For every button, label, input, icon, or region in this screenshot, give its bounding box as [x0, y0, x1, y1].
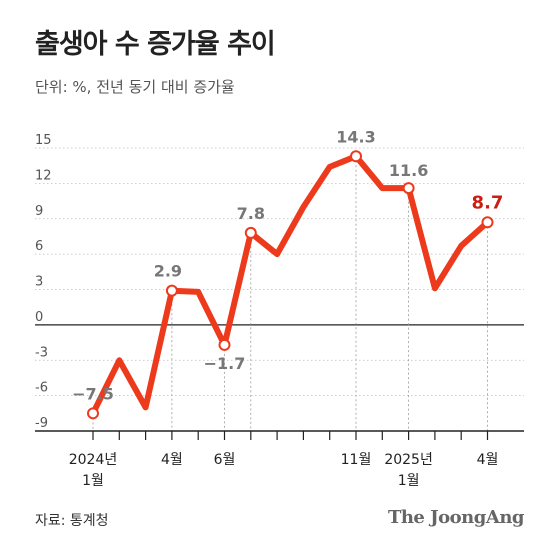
chart-subtitle: 단위: %, 전년 동기 대비 증가율 — [35, 78, 235, 96]
x-tick-label: 1월 — [398, 473, 420, 489]
x-tick-label: 2024년 — [69, 452, 118, 468]
chart-title: 출생아 수 증가율 추이 — [35, 29, 276, 60]
y-tick-label: 0 — [35, 310, 43, 325]
dashed-guide-lines — [92, 156, 488, 431]
x-tick-label: 4월 — [161, 452, 183, 468]
line-chart: 15 12 9 6 3 0 -3 -6 -9 2024년 1월 4월 6월 11월 2025년 1월 4월 −… — [35, 127, 524, 489]
brand-logo: The JoongAng — [387, 507, 525, 528]
y-tick-label: 15 — [35, 133, 52, 148]
x-tick-label: 6월 — [214, 452, 236, 468]
y-tick-label: -9 — [35, 416, 48, 431]
data-point-marker — [481, 216, 494, 229]
x-tick-label: 2025년 — [384, 452, 433, 468]
series-line — [90, 153, 491, 417]
data-label: −1.7 — [204, 354, 246, 373]
data-label: 7.8 — [237, 204, 265, 223]
data-label: 14.3 — [336, 127, 375, 146]
data-labels: −7.5 2.9 −1.7 7.8 14.3 11.6 8.7 — [72, 127, 503, 403]
data-point-marker — [218, 338, 231, 351]
data-markers — [87, 150, 494, 420]
source-note: 자료: 통계청 — [35, 513, 109, 529]
x-tick-label: 4월 — [477, 452, 499, 468]
data-label: 11.6 — [389, 161, 428, 180]
data-point-marker — [244, 226, 257, 239]
data-point-marker — [350, 150, 362, 163]
y-tick-label: 9 — [35, 204, 43, 219]
data-point-marker — [165, 284, 178, 297]
data-point-marker — [402, 182, 415, 195]
y-tick-label: -6 — [35, 381, 48, 396]
y-tick-label: 3 — [35, 275, 43, 290]
y-axis-tick-labels: 15 12 9 6 3 0 -3 -6 -9 — [35, 133, 52, 431]
data-label: 2.9 — [154, 262, 182, 281]
data-label: −7.5 — [72, 384, 114, 403]
y-tick-label: 6 — [35, 239, 43, 254]
x-tick-label: 11월 — [341, 452, 372, 468]
grid-lines — [35, 147, 524, 397]
x-axis — [35, 430, 524, 440]
data-point-marker — [87, 407, 99, 420]
data-label: 8.7 — [472, 192, 504, 213]
x-axis-tick-labels: 2024년 1월 4월 6월 11월 2025년 1월 4월 — [69, 452, 499, 489]
series-path — [90, 153, 491, 417]
y-tick-label: -3 — [35, 345, 48, 360]
x-tick-label: 1월 — [82, 473, 104, 489]
y-tick-label: 12 — [35, 168, 52, 183]
